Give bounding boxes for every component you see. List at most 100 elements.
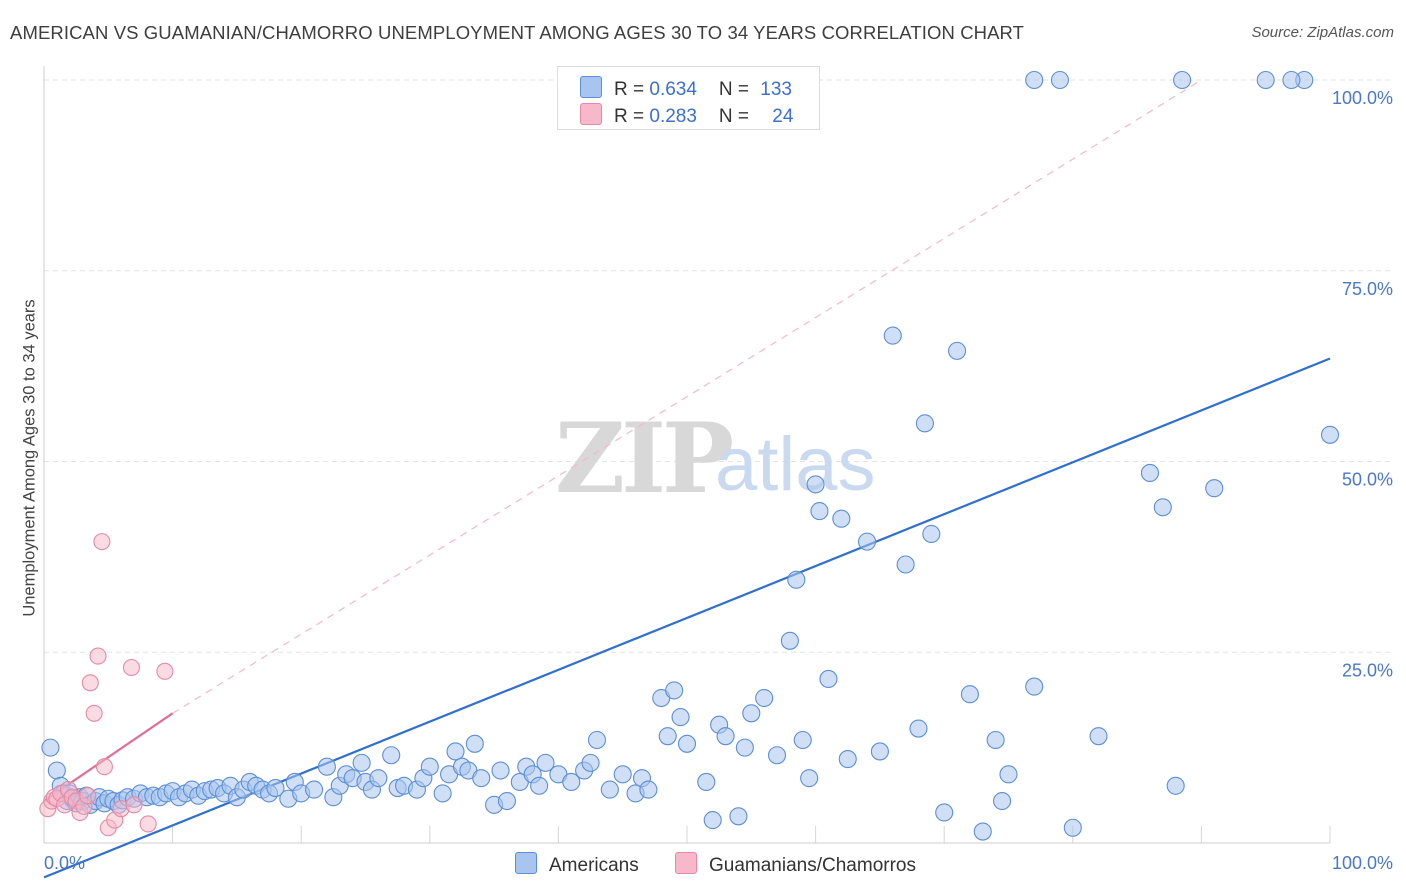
americans-point [1320,425,1340,444]
stats-legend: R = 0.634 N = 133 R = 0.283 N = 24 [557,66,820,130]
r-label: R = [614,106,650,127]
data-points [39,70,1340,841]
guamanians-point [79,787,97,805]
guamanians-trend-extension [172,79,1202,714]
americans-point [922,524,941,544]
americans-point [266,779,285,798]
americans-point [671,708,690,727]
stats-row-americans: R = 0.634 N = 133 [580,76,792,102]
americans-point [1050,70,1069,90]
guamanians-point [122,658,140,677]
americans-point [857,532,877,551]
americans-point [600,780,619,799]
source-label: Source: ZipAtlas.com [1251,24,1394,41]
americans-point [806,475,825,494]
americans-point [677,734,697,753]
americans-point [1173,70,1192,90]
r-label: R = [614,79,650,100]
r-value: 0.283 [649,106,697,127]
americans-point [446,742,465,761]
americans-point [47,761,66,780]
tick-labels: 25.0% 50.0% 75.0% 100.0% 0.0% 100.0% [44,88,1393,873]
y-tick-label: 100.0% [1332,88,1393,108]
americans-point [317,757,336,776]
americans-point [909,719,928,738]
americans-point [948,341,967,360]
guamanians-point [81,674,99,692]
americans-point [819,669,838,689]
guamanians-point [125,796,143,814]
americans-point [41,738,60,757]
americans-point [491,761,510,780]
n-label: N = [718,106,755,127]
americans-point [1166,776,1185,795]
americans-point [697,772,716,792]
americans-point [915,414,934,433]
americans-point [465,734,484,753]
americans-point [735,738,754,757]
n-value: 24 [772,106,794,127]
guamanians-point [156,662,174,680]
x-tick-label: 100.0% [1332,853,1393,873]
americans-point [960,685,979,704]
n-value: 133 [760,79,792,100]
axes [43,66,1330,844]
americans-point [896,555,915,574]
americans-point [729,807,748,826]
y-tick-label: 25.0% [1342,660,1393,680]
americans-point [1063,818,1082,837]
americans-point [352,753,371,772]
americans-point [870,742,889,761]
watermark-zip: ZIP [555,402,732,515]
guamanians-swatch [580,103,602,125]
americans-point [665,681,684,700]
americans-point [369,769,388,788]
americans-point [1140,463,1160,482]
x-tick-label: 0.0% [44,853,85,873]
americans-point [530,776,549,795]
guamanians-point [95,758,113,776]
americans-point [639,780,658,799]
americans-swatch [580,76,602,98]
americans-point [787,570,806,589]
americans-swatch [515,852,537,874]
gridlines [44,79,1390,843]
americans-point [433,784,452,803]
chart-title: AMERICAN VS GUAMANIAN/CHAMORRO UNEMPLOYM… [10,22,1025,43]
americans-point [832,509,851,528]
americans-point [986,730,1005,750]
americans-point [703,811,722,830]
americans-point [1089,727,1108,746]
americans-point [755,688,774,708]
y-axis-label: Unemployment Among Ages 30 to 34 years [20,299,39,617]
series-legend: Americans Guamanians/Chamorros [0,852,1406,876]
americans-point [999,765,1018,784]
americans-point [497,791,517,811]
americans-point [1256,70,1275,90]
americans-point [1025,70,1044,90]
americans-point [536,753,555,772]
guamanians-point [139,815,157,833]
americans-point [658,727,677,746]
americans-point [587,730,607,750]
americans-point [613,765,632,784]
legend-label: Americans [549,855,639,876]
legend-label: Guamanians/Chamorros [709,855,916,876]
americans-point [935,803,954,822]
americans-point [838,750,857,769]
americans-point [993,791,1012,811]
guamanians-point [89,647,107,665]
americans-point [883,326,902,345]
americans-point [716,727,735,746]
americans-point [1282,70,1301,90]
legend-item-guamanians: Guamanians/Chamorros [675,852,916,877]
y-tick-label: 75.0% [1342,279,1393,299]
americans-point [1025,677,1044,696]
y-tick-label: 50.0% [1342,470,1393,490]
americans-point [742,704,761,723]
guamanians-point [93,533,111,551]
americans-point [800,769,819,788]
r-value: 0.634 [649,79,697,100]
